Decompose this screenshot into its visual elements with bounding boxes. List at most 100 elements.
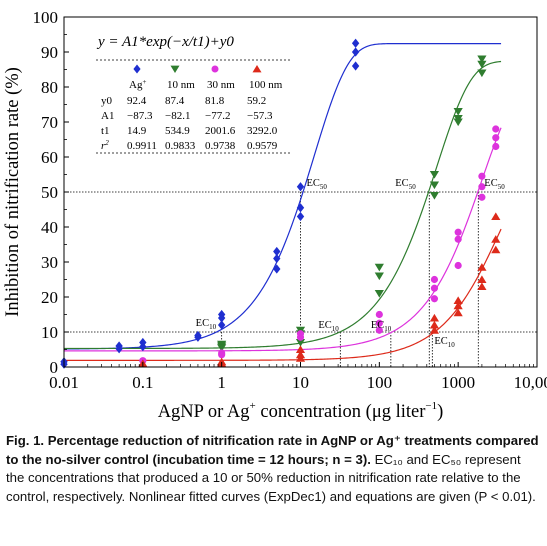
x-tick-label: 0.01 (49, 373, 79, 392)
fit-curve-3 (64, 228, 502, 361)
table-row-label: y0 (101, 95, 113, 107)
data-point (477, 60, 487, 69)
data-point (430, 295, 439, 303)
ec-label-sub: 10 (448, 341, 456, 349)
data-point (477, 282, 487, 290)
data-point (477, 55, 487, 64)
data-point (295, 339, 306, 347)
legend-marker (211, 65, 219, 73)
data-point (477, 69, 487, 78)
data-point (273, 253, 281, 264)
table-cell: 87.4 (165, 95, 185, 107)
table-cell: 0.9833 (165, 140, 196, 152)
data-point (296, 203, 305, 213)
table-cell: −77.2 (205, 110, 230, 122)
table-cell: 3292.0 (247, 125, 278, 137)
y-tick-label: 20 (41, 288, 58, 307)
y-tick-label: 50 (41, 183, 58, 202)
y-tick-label: 90 (41, 43, 58, 62)
data-point (375, 326, 383, 334)
data-point (429, 326, 440, 334)
y-axis-label: Inhibition of nitrification rate (%) (3, 67, 23, 317)
x-tick-label: 10,000 (514, 373, 547, 392)
legend-marker (170, 65, 180, 74)
data-point (351, 38, 360, 48)
data-point (296, 182, 305, 192)
ec-label-sub: 10 (384, 325, 392, 333)
data-point (115, 344, 123, 354)
y-tick-label: 60 (41, 148, 58, 167)
data-point (430, 284, 439, 292)
data-point (492, 134, 500, 142)
table-cell: −82.1 (165, 110, 190, 122)
data-point (194, 330, 202, 341)
table-cell: 14.9 (127, 125, 147, 137)
table-header: 30 nm (207, 79, 235, 91)
legend-marker (133, 64, 141, 74)
table-row-label: t1 (101, 125, 110, 137)
table-cell: 92.4 (127, 95, 147, 107)
table-cell: 0.9579 (247, 140, 278, 152)
ec-label: EC10 (196, 318, 217, 331)
data-point (374, 290, 384, 298)
y-tick-label: 80 (41, 78, 58, 97)
equation: y = A1*exp(−x/t1)+y0 (96, 34, 234, 50)
table-row-label: r2 (101, 139, 109, 152)
y-tick-label: 10 (41, 323, 58, 342)
data-point (453, 118, 463, 127)
data-point (454, 235, 462, 243)
data-point (478, 193, 486, 201)
x-tick-label: 0.1 (132, 373, 153, 392)
data-point (430, 275, 439, 284)
x-axis-label-sup2: −1 (425, 400, 437, 412)
data-point (375, 319, 383, 327)
data-point (453, 308, 463, 317)
x-axis-label-end: ) (437, 402, 443, 422)
data-point (491, 235, 501, 243)
table-cell: −57.3 (247, 110, 273, 122)
table-cell: 0.9738 (205, 140, 236, 152)
ec-label-sub: 50 (409, 183, 417, 191)
data-point (454, 228, 462, 236)
ec-label: EC10 (434, 336, 455, 349)
data-point (478, 172, 486, 180)
data-point (296, 333, 305, 341)
table-cell: 534.9 (165, 125, 190, 137)
data-point (492, 142, 500, 151)
figure-caption: Fig. 1. Percentage reduction of nitrific… (6, 432, 540, 506)
data-point (454, 261, 462, 270)
data-point (351, 47, 360, 57)
data-point (429, 171, 440, 179)
data-point (375, 310, 383, 319)
data-point (217, 344, 227, 352)
x-tick-label: 1000 (441, 373, 475, 392)
data-point (492, 125, 500, 133)
data-point (351, 61, 360, 71)
ec-label: EC50 (395, 178, 416, 191)
table-header: Ag+ (129, 78, 146, 91)
fit-curve-0 (63, 43, 502, 350)
table-row-label-sup: 2 (105, 139, 109, 147)
nitrification-chart: EC10EC50EC10EC50EC10EC50EC10010203040506… (3, 8, 547, 422)
x-tick-label: 100 (367, 373, 393, 392)
data-point (429, 320, 440, 329)
table-header: 10 nm (167, 79, 195, 91)
table-cell: −87.3 (127, 110, 153, 122)
ec-label-sub: 10 (332, 325, 340, 333)
data-point (491, 212, 501, 220)
y-tick-label: 40 (41, 218, 58, 237)
data-point (491, 245, 501, 254)
ec-label: EC50 (484, 178, 505, 191)
data-point (374, 272, 384, 281)
table-header-sup: + (142, 78, 146, 86)
plot-layer: EC10EC50EC10EC50EC10EC50EC10010203040506… (3, 8, 547, 422)
data-point (477, 263, 487, 271)
ec-label: EC50 (307, 178, 328, 191)
x-axis-label-tail: concentration (μg liter (256, 402, 426, 422)
x-tick-label: 1 (217, 373, 226, 392)
ec-label-sub: 50 (320, 183, 328, 191)
y-tick-label: 0 (50, 358, 59, 377)
data-point (139, 342, 147, 352)
ec-label: EC10 (318, 320, 339, 333)
data-point (429, 181, 440, 190)
